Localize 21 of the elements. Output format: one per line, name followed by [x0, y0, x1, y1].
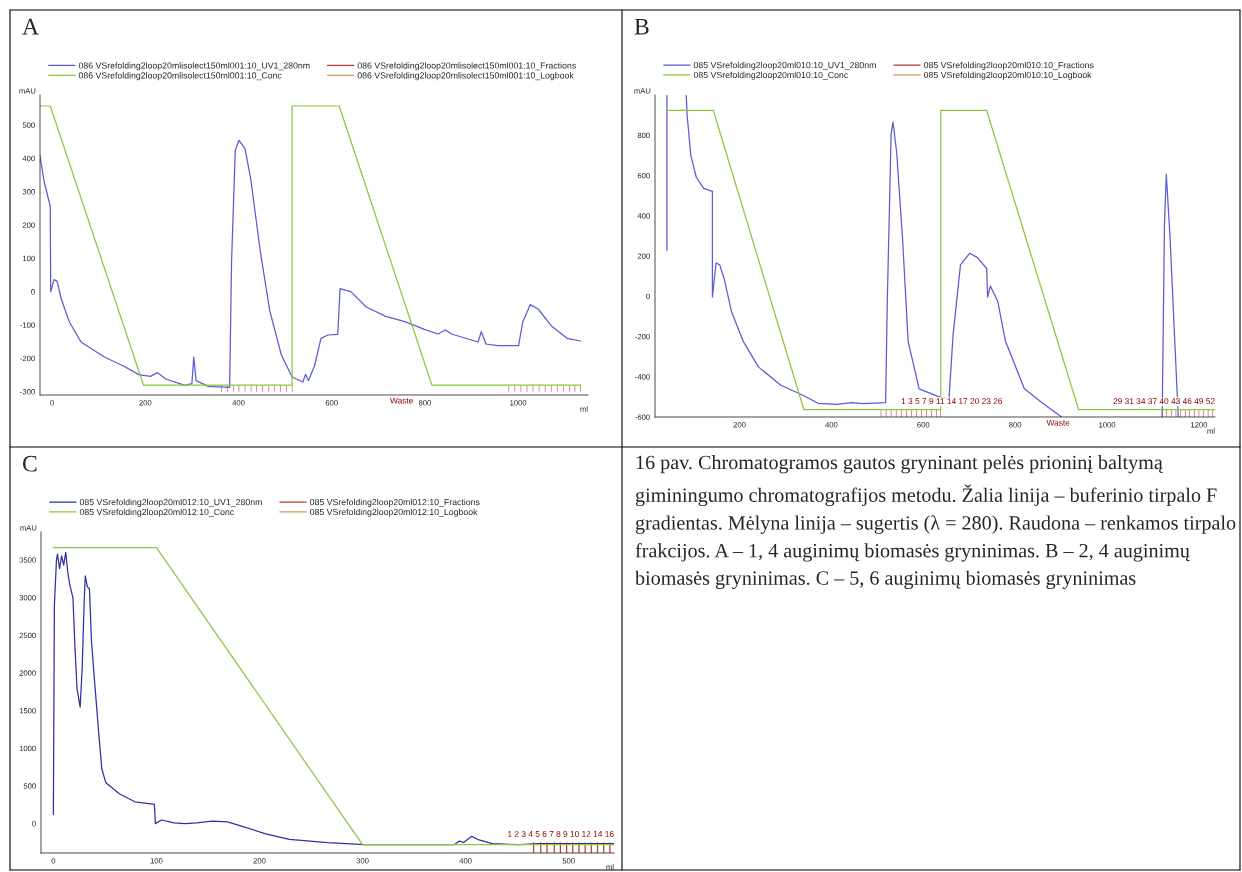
legend-label: 086 VSrefolding2loop20mlisolect150ml001:10_Conc: [78, 72, 282, 81]
text: Waste: [1046, 419, 1070, 426]
legend-label: 085 VSrefolding2loop20ml010:10_Fractions: [923, 61, 1094, 70]
legend-label: 085 VSrefolding2loop20ml012:10_Logbook: [309, 508, 478, 517]
chart-title: C: [22, 455, 37, 472]
legend-label: 086 VSrefolding2loop20mlisolect150ml001:10_UV1_280nm: [78, 62, 310, 71]
legend-label: 085 VSrefolding2loop20ml010:10_UV1_280nm: [693, 61, 876, 70]
text: 16 pav. Chromatogramos gautos gryninant pelės prioninį baltymą giminingumo chromatografijos metodu. Žalia linija – buferinio tirpalo F gradientas. Mėlyna linija – sugertis (λ = 280). Raudona – renkamos tirpalo frakcijos. A – 1, 4 auginimų biomasės gryninimas. B – 2, 4 auginimų biomasės gryninimas. C – 5, 6 auginimų biomasės gryninimas: [635, 455, 1236, 589]
text: Waste: [390, 397, 413, 404]
legend-label: 086 VSrefolding2loop20mlisolect150ml001:10_Fractions: [357, 62, 576, 71]
legend-label: 085 VSrefolding2loop20ml010:10_Conc: [693, 71, 848, 80]
legend-label: 085 VSrefolding2loop20ml010:10_Logbook: [923, 71, 1092, 80]
annotation: 29 31 34 37 40 43 46 49 52: [1113, 398, 1215, 405]
legend-label: 085 VSrefolding2loop20ml012:10_Fractions: [309, 498, 480, 507]
legend-label: 085 VSrefolding2loop20ml012:10_UV1_280nm: [79, 498, 262, 507]
legend-label: 086 VSrefolding2loop20mlisolect150ml001:10_Logbook: [357, 72, 574, 81]
chart-title: B: [634, 18, 649, 35]
annotation: 1 3 5 7 9 11 14 17 20 23 26: [901, 398, 1003, 405]
chart-title: A: [22, 18, 39, 35]
annotation: 1 2 3 4 5 6 7 8 9 10 12 14 16: [508, 831, 614, 837]
legend-label: 085 VSrefolding2loop20ml012:10_Conc: [79, 508, 234, 517]
